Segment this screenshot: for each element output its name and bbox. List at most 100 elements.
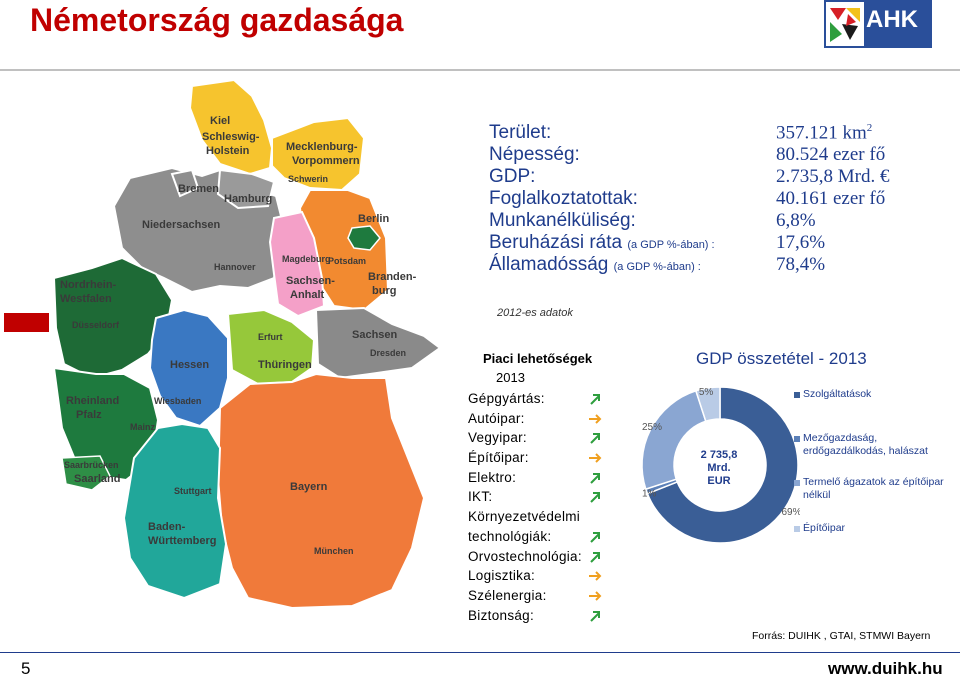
arrow-up-right-icon [590,433,600,445]
stat-sublabel: (a GDP %-ában) : [627,239,715,251]
svg-text:Vorpommern: Vorpommern [292,155,360,167]
opportunity-label: Gépgyártás: [468,391,545,406]
donut-slice [646,386,799,544]
region-hessen [148,308,229,428]
stat-value: 2.735,8 Mrd. € [776,166,890,187]
opportunity-item: Orvostechnológia: [468,549,618,569]
svg-text:Hessen: Hessen [170,359,209,371]
legend-swatch [794,480,800,486]
opportunity-item: Vegyipar: [468,430,618,450]
region-sachsen [314,306,442,380]
stat-row: Munkanélküliség: 6,8% [489,210,959,232]
svg-text:Westfalen: Westfalen [60,293,112,305]
opportunity-item: Környezetvédelmi [468,509,618,529]
region-bremen [170,168,200,198]
opportunity-label: Elektro: [468,469,517,485]
stat-row: Államadósság (a GDP %-ában) : 78,4% [489,254,959,276]
stat-label: Népesség: [489,144,580,165]
opportunity-label: Vegyipar: [468,430,527,446]
arrow-right-icon [589,413,602,424]
stat-label: Munkanélküliség: [489,210,636,231]
stat-label: GDP: [489,166,536,187]
svg-text:Kiel: Kiel [210,115,230,127]
stat-sublabel: (a GDP %-ában) : [613,261,701,273]
svg-text:Berlin: Berlin [358,213,389,225]
opportunity-item: Biztonság: [468,608,618,628]
header-divider [0,69,960,71]
svg-text:Pfalz: Pfalz [76,409,102,421]
opportunity-label: Biztonság: [468,607,535,623]
opportunity-label: Autóipar: [468,410,525,426]
svg-text:Bayern: Bayern [290,481,328,493]
donut-value-label: 25% [642,422,662,433]
stat-value: 357.121 km2 [776,122,873,144]
svg-text:Saarland: Saarland [74,473,120,485]
opportunity-item: Építőipar: [468,450,618,470]
stat-value: 78,4% [776,254,826,275]
region-hamburg [216,168,276,210]
legend-label: Szolgáltatások [803,388,872,400]
svg-text:Rheinland: Rheinland [66,395,119,407]
germany-map: Kiel Schleswig- Holstein Mecklenburg- Vo… [52,78,442,610]
legend-label: Termelő ágazatok az építőipar nélkül [803,476,944,501]
stats-panel: Terület: 357.121 km2 Népesség: 80.524 ezer … [489,122,959,276]
footer-divider [0,652,960,653]
gdp-center-label: 2 735,8 Mrd. EUR [669,449,769,488]
arrow-right-icon [589,591,602,601]
opportunity-item: Elektro: [468,470,618,490]
opportunity-item: IKT: [468,489,618,509]
opportunity-item: technológiák: [468,529,618,549]
stat-label: Terület: [489,122,552,143]
svg-text:Niedersachsen: Niedersachsen [142,219,221,231]
svg-text:Baden-: Baden- [148,521,186,533]
opportunity-label: Logisztika: [468,568,536,584]
opportunity-item: Gépgyártás: [468,391,618,411]
stat-row: GDP: 2.735,8 Mrd. € [489,166,959,188]
legend-swatch [794,526,800,532]
legend-label: Építőipar [803,522,846,534]
arrow-up-right-icon [590,472,600,484]
legend-swatch [794,436,800,442]
footer-url[interactable]: www.duihk.hu [828,659,943,678]
opportunity-item: Logisztika: [468,568,618,588]
opportunity-item: Szélenergia: [468,588,618,608]
svg-text:Schwerin: Schwerin [288,174,328,184]
red-marker [4,313,49,332]
gdp-donut-chart: 69% 1% 25% 5% [641,386,800,544]
opportunity-item: Autóipar: [468,411,618,431]
gdp-chart-title: GDP összetétel - 2013 [696,349,867,368]
region-sachsen-anhalt [268,210,326,318]
svg-text:München: München [314,546,354,556]
stat-label: Foglalkoztatottak: [489,188,638,209]
opportunity-label: Építőipar: [468,450,529,466]
region-schleswig-holstein [188,78,274,176]
svg-text:Anhalt: Anhalt [290,289,325,301]
opportunity-label: IKT: [468,489,493,505]
stat-value: 80.524 ezer fő [776,144,886,165]
opportunities-title: Piaci lehetőségek [483,351,593,366]
legend-swatch [794,392,800,398]
region-bayern [216,372,426,610]
page-title: Németország gazdasága [30,2,404,38]
gdp-center-line3: EUR [707,475,731,487]
stat-value: 40.161 ezer fő [776,188,886,209]
donut-value-label: 5% [699,387,714,398]
stat-label: Beruházási ráta (a GDP %-ában) : [489,232,715,253]
svg-text:Saarbrücken: Saarbrücken [64,460,119,470]
gdp-center-line2: Mrd. [707,462,731,474]
stat-value: 6,8% [776,210,816,231]
svg-text:Wiesbaden: Wiesbaden [154,396,201,406]
donut-slice [694,386,721,423]
svg-text:Mecklenburg-: Mecklenburg- [286,141,358,153]
svg-text:Hannover: Hannover [214,262,256,272]
svg-text:Württemberg: Württemberg [148,535,216,547]
arrow-right-icon [589,571,602,581]
opportunity-label: Orvostechnológia: [468,548,582,564]
stat-label: Államadósság (a GDP %-ában) : [489,254,701,275]
ahk-logo [824,0,932,48]
svg-text:Holstein: Holstein [206,145,250,157]
svg-text:Erfurt: Erfurt [258,332,283,342]
donut-value-label: 1% [642,488,657,499]
stat-row: Népesség: 80.524 ezer fő [489,144,959,166]
region-saarland [61,455,111,491]
